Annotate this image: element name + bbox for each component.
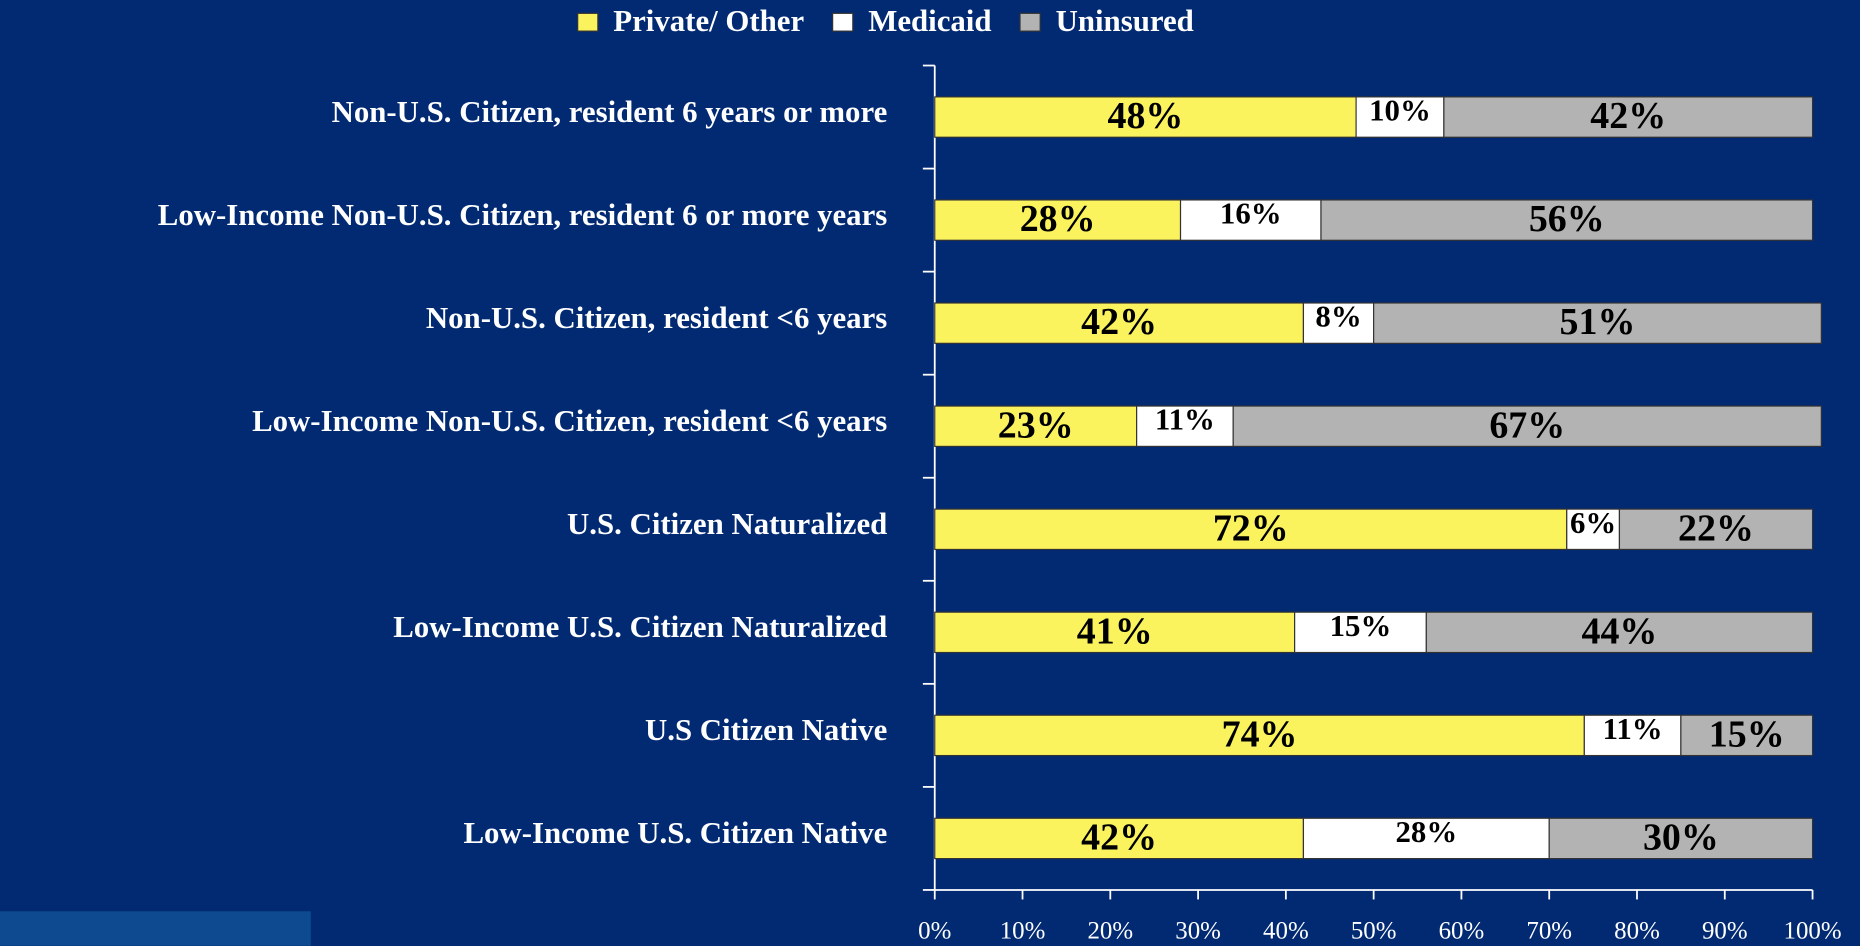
x-tick-label: 10% xyxy=(1000,917,1046,944)
bar-segment xyxy=(934,302,1305,344)
bar-segment xyxy=(1618,508,1814,551)
value-label: 51% xyxy=(1560,301,1636,343)
value-label: 11% xyxy=(1603,712,1663,746)
bar-segment xyxy=(934,96,1357,138)
bar-segment xyxy=(1320,199,1814,241)
legend-swatch xyxy=(1019,12,1041,32)
category-label: Low-Income U.S. Citizen Naturalized xyxy=(393,610,887,644)
bar-segment xyxy=(934,611,1296,654)
x-tick-label: 30% xyxy=(1175,917,1221,944)
value-label: 11% xyxy=(1155,403,1215,437)
x-tick-label: 40% xyxy=(1263,917,1309,944)
value-label: 30% xyxy=(1643,817,1719,859)
bar-segment xyxy=(1680,714,1814,757)
value-label: 42% xyxy=(1590,95,1666,137)
value-label: 28% xyxy=(1020,198,1096,240)
value-label: 15% xyxy=(1709,713,1785,755)
value-label: 74% xyxy=(1222,713,1298,755)
logo xyxy=(0,911,311,946)
legend-label: Medicaid xyxy=(868,4,991,38)
value-label: 41% xyxy=(1077,610,1153,652)
value-label: 67% xyxy=(1489,404,1565,446)
value-label: 15% xyxy=(1330,609,1392,643)
bar-segment xyxy=(934,817,1305,860)
value-label: 48% xyxy=(1107,95,1183,137)
value-label: 23% xyxy=(998,404,1074,446)
value-label: 16% xyxy=(1220,197,1282,231)
value-label: 42% xyxy=(1081,301,1157,343)
bar-segment xyxy=(1179,199,1322,241)
bar-segment xyxy=(1373,302,1822,344)
bar-segment xyxy=(1443,96,1814,138)
bar-segment xyxy=(1302,817,1550,860)
bar-segment xyxy=(1583,714,1682,757)
bar-segment xyxy=(1566,508,1621,551)
x-tick-label: 50% xyxy=(1351,917,1397,944)
category-label: Low-Income Non-U.S. Citizen, resident 6 … xyxy=(158,198,888,232)
value-label: 22% xyxy=(1678,507,1754,549)
category-label: Non-U.S. Citizen, resident <6 years xyxy=(426,301,887,335)
bar-segment xyxy=(1232,405,1822,447)
bar-segment xyxy=(1425,611,1814,654)
category-label: Low-Income Non-U.S. Citizen, resident <6… xyxy=(252,404,887,438)
value-label: 10% xyxy=(1369,94,1431,128)
category-label: Low-Income U.S. Citizen Native xyxy=(463,816,887,850)
category-label: U.S Citizen Native xyxy=(645,713,887,747)
bar-segment xyxy=(934,508,1568,551)
bar-segment xyxy=(934,405,1138,447)
bar-segment xyxy=(1355,96,1445,138)
x-tick-label: 100% xyxy=(1783,917,1841,944)
x-tick-label: 70% xyxy=(1526,917,1572,944)
value-label: 42% xyxy=(1081,817,1157,859)
x-tick-label: 90% xyxy=(1702,917,1748,944)
legend-label: Uninsured xyxy=(1056,4,1194,38)
value-label: 28% xyxy=(1395,815,1457,849)
x-tick-label: 20% xyxy=(1087,917,1133,944)
x-tick-label: 0% xyxy=(918,917,951,944)
value-label: 8% xyxy=(1315,300,1361,334)
bar-segment xyxy=(1548,817,1814,860)
legend-swatch xyxy=(577,12,599,32)
category-label: U.S. Citizen Naturalized xyxy=(567,507,887,541)
category-label: Non-U.S. Citizen, resident 6 years or mo… xyxy=(332,95,888,129)
value-label: 72% xyxy=(1213,507,1289,549)
value-label: 56% xyxy=(1529,198,1605,240)
value-label: 6% xyxy=(1570,506,1616,540)
x-tick-label: 80% xyxy=(1614,917,1660,944)
value-label: 44% xyxy=(1581,610,1657,652)
legend-swatch xyxy=(832,12,854,32)
legend-label: Private/ Other xyxy=(613,4,804,38)
x-tick-label: 60% xyxy=(1439,917,1485,944)
bar-segment xyxy=(1302,302,1375,344)
bar-segment xyxy=(934,714,1585,757)
bar-segment xyxy=(934,199,1182,241)
